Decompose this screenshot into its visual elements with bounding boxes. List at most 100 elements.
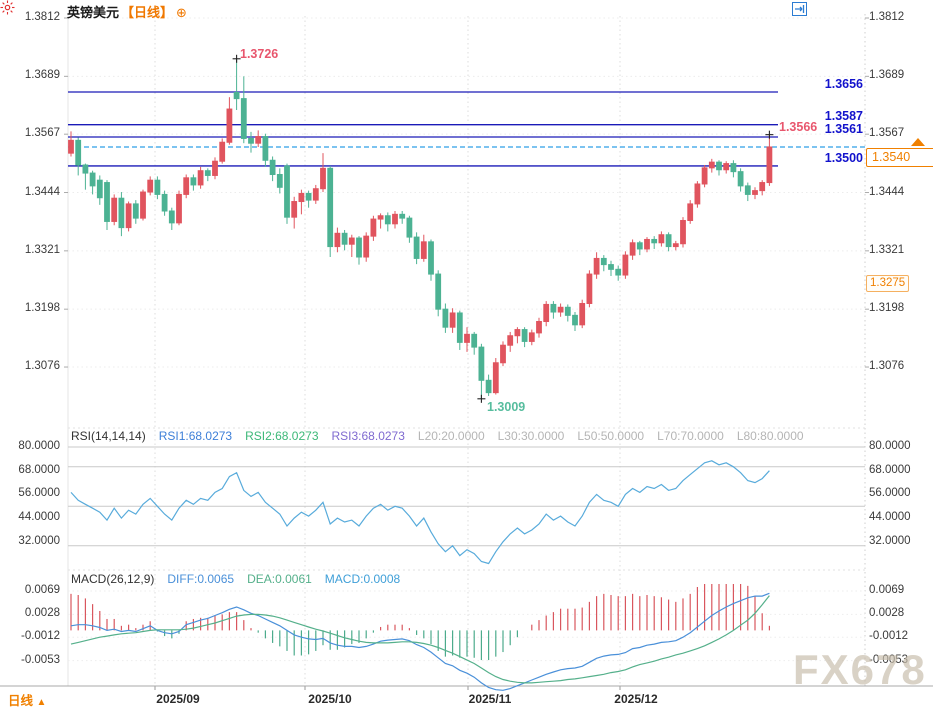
candle-body [356, 237, 362, 258]
candle-body [636, 242, 643, 250]
axis-tick-label: 1.3444 [869, 185, 905, 198]
candle-body [572, 314, 578, 326]
axis-tick-label: 0.0069 [24, 584, 60, 596]
rsi-l50-label: L50:50.0000 [577, 429, 645, 443]
brightness-settings-icon[interactable] [0, 0, 15, 15]
period-tag[interactable]: 【日线】 [121, 5, 174, 20]
axis-tick-label: 0.0028 [869, 607, 905, 620]
macd-macd-value: MACD:0.0008 [324, 572, 401, 586]
candle-body [341, 232, 348, 245]
extreme-markers [232, 54, 925, 403]
go-to-latest-icon[interactable] [792, 2, 807, 16]
candle-body [449, 312, 456, 328]
high-annotation: 1.3726 [240, 47, 279, 61]
candle-body [744, 185, 751, 195]
candle-body [428, 241, 434, 275]
rsi-l80-label: L80:80.0000 [736, 429, 804, 443]
rsi1-value: RSI1:68.0273 [158, 429, 233, 443]
candle-body [442, 308, 449, 328]
candle-body [629, 242, 636, 256]
period-selector[interactable]: 日线 ▲ [8, 690, 46, 708]
candle-body [255, 136, 262, 144]
diff-line [70, 592, 770, 691]
macd-header: MACD(26,12,9) DIFF:0.0065 DEA:0.0061 MAC… [71, 572, 400, 586]
macd-title[interactable]: MACD(26,12,9) [71, 572, 155, 586]
candle-body [132, 203, 139, 219]
candle-body [593, 257, 600, 275]
candle-body [183, 177, 190, 195]
axis-tick-label: -0.0053 [20, 653, 60, 666]
axis-tick-label: 44.0000 [869, 511, 911, 524]
candle-body [269, 159, 276, 175]
candle-body [262, 136, 269, 161]
axis-tick-label: 44.0000 [18, 511, 60, 524]
candle-body [233, 91, 240, 100]
date-label-nov: 2025/11 [468, 692, 512, 706]
candle-body [392, 213, 398, 225]
axis-tick-label: 1.3198 [24, 302, 60, 315]
axis-tick-label: 32.0000 [869, 534, 911, 547]
axis-tick-label: 1.3567 [869, 127, 905, 140]
candle-body [766, 146, 773, 184]
rsi3-value: RSI3:68.0273 [331, 429, 405, 443]
rsi2-value: RSI2:68.0273 [245, 429, 319, 443]
axis-tick-label: 56.0000 [18, 487, 60, 500]
date-label-dec: 2025/12 [614, 692, 658, 706]
rsi-l30-label: L30:30.0000 [497, 429, 565, 443]
axis-tick-label: 1.3076 [869, 360, 905, 373]
candle-body [435, 273, 442, 310]
candle-body [298, 192, 305, 203]
candle-body [399, 213, 406, 219]
candle-body [694, 183, 701, 205]
candle-body [190, 177, 197, 186]
symbol-title: 英镑美元 [67, 5, 120, 20]
rsi-line [70, 460, 770, 565]
candle-body [176, 193, 182, 224]
rsi-title[interactable]: RSI(14,14,14) [71, 429, 146, 443]
candle-body [406, 217, 413, 238]
candle-body [348, 237, 355, 245]
period-selector-label[interactable]: 日线 [8, 694, 34, 708]
candle-body [82, 164, 89, 174]
macd-dea-value: DEA:0.0061 [247, 572, 312, 586]
dea-line [70, 595, 770, 684]
axis-tick-label: 68.0000 [869, 463, 911, 476]
rsi-header: RSI(14,14,14) RSI1:68.0273 RSI2:68.0273 … [71, 429, 804, 443]
support-resistance-lines [68, 91, 865, 167]
candle-body [708, 161, 715, 169]
candle-body [687, 203, 694, 221]
candle-body [716, 161, 722, 171]
period-up-arrow-icon: ▲ [36, 697, 47, 708]
candle-body [140, 191, 146, 219]
axis-tick-label: 1.3321 [869, 243, 905, 256]
axis-tick-label: 80.0000 [18, 440, 60, 452]
gridlines [0, 14, 933, 690]
axis-tick-label: 0.0069 [869, 584, 905, 596]
level-label-1-3561: 1.3561 [824, 122, 863, 137]
candle-body [500, 344, 506, 364]
candle-body [514, 329, 521, 337]
candle-body [226, 108, 233, 143]
candle-body [413, 236, 420, 259]
candle-body [723, 163, 730, 171]
candle-body [168, 210, 175, 224]
candle-body [615, 268, 622, 276]
candle-body [644, 238, 650, 250]
candle-body [564, 306, 571, 316]
candle-body [651, 238, 658, 244]
candle-body [737, 171, 744, 187]
candle-body [154, 179, 161, 195]
candle-body [248, 137, 254, 144]
candle-body [420, 241, 427, 259]
candle-body [377, 215, 384, 220]
candle-body [730, 163, 737, 173]
add-indicator-icon[interactable]: ⊕ [176, 5, 187, 20]
current-price-label: 1.3540 [866, 147, 933, 167]
candle-body [104, 182, 110, 222]
date-axis: 2025/09 2025/10 2025/11 2025/12 [0, 692, 933, 708]
candle-body [658, 234, 665, 244]
candle-body [320, 167, 326, 190]
candle-body [672, 243, 679, 248]
date-label-oct: 2025/10 [308, 692, 352, 706]
